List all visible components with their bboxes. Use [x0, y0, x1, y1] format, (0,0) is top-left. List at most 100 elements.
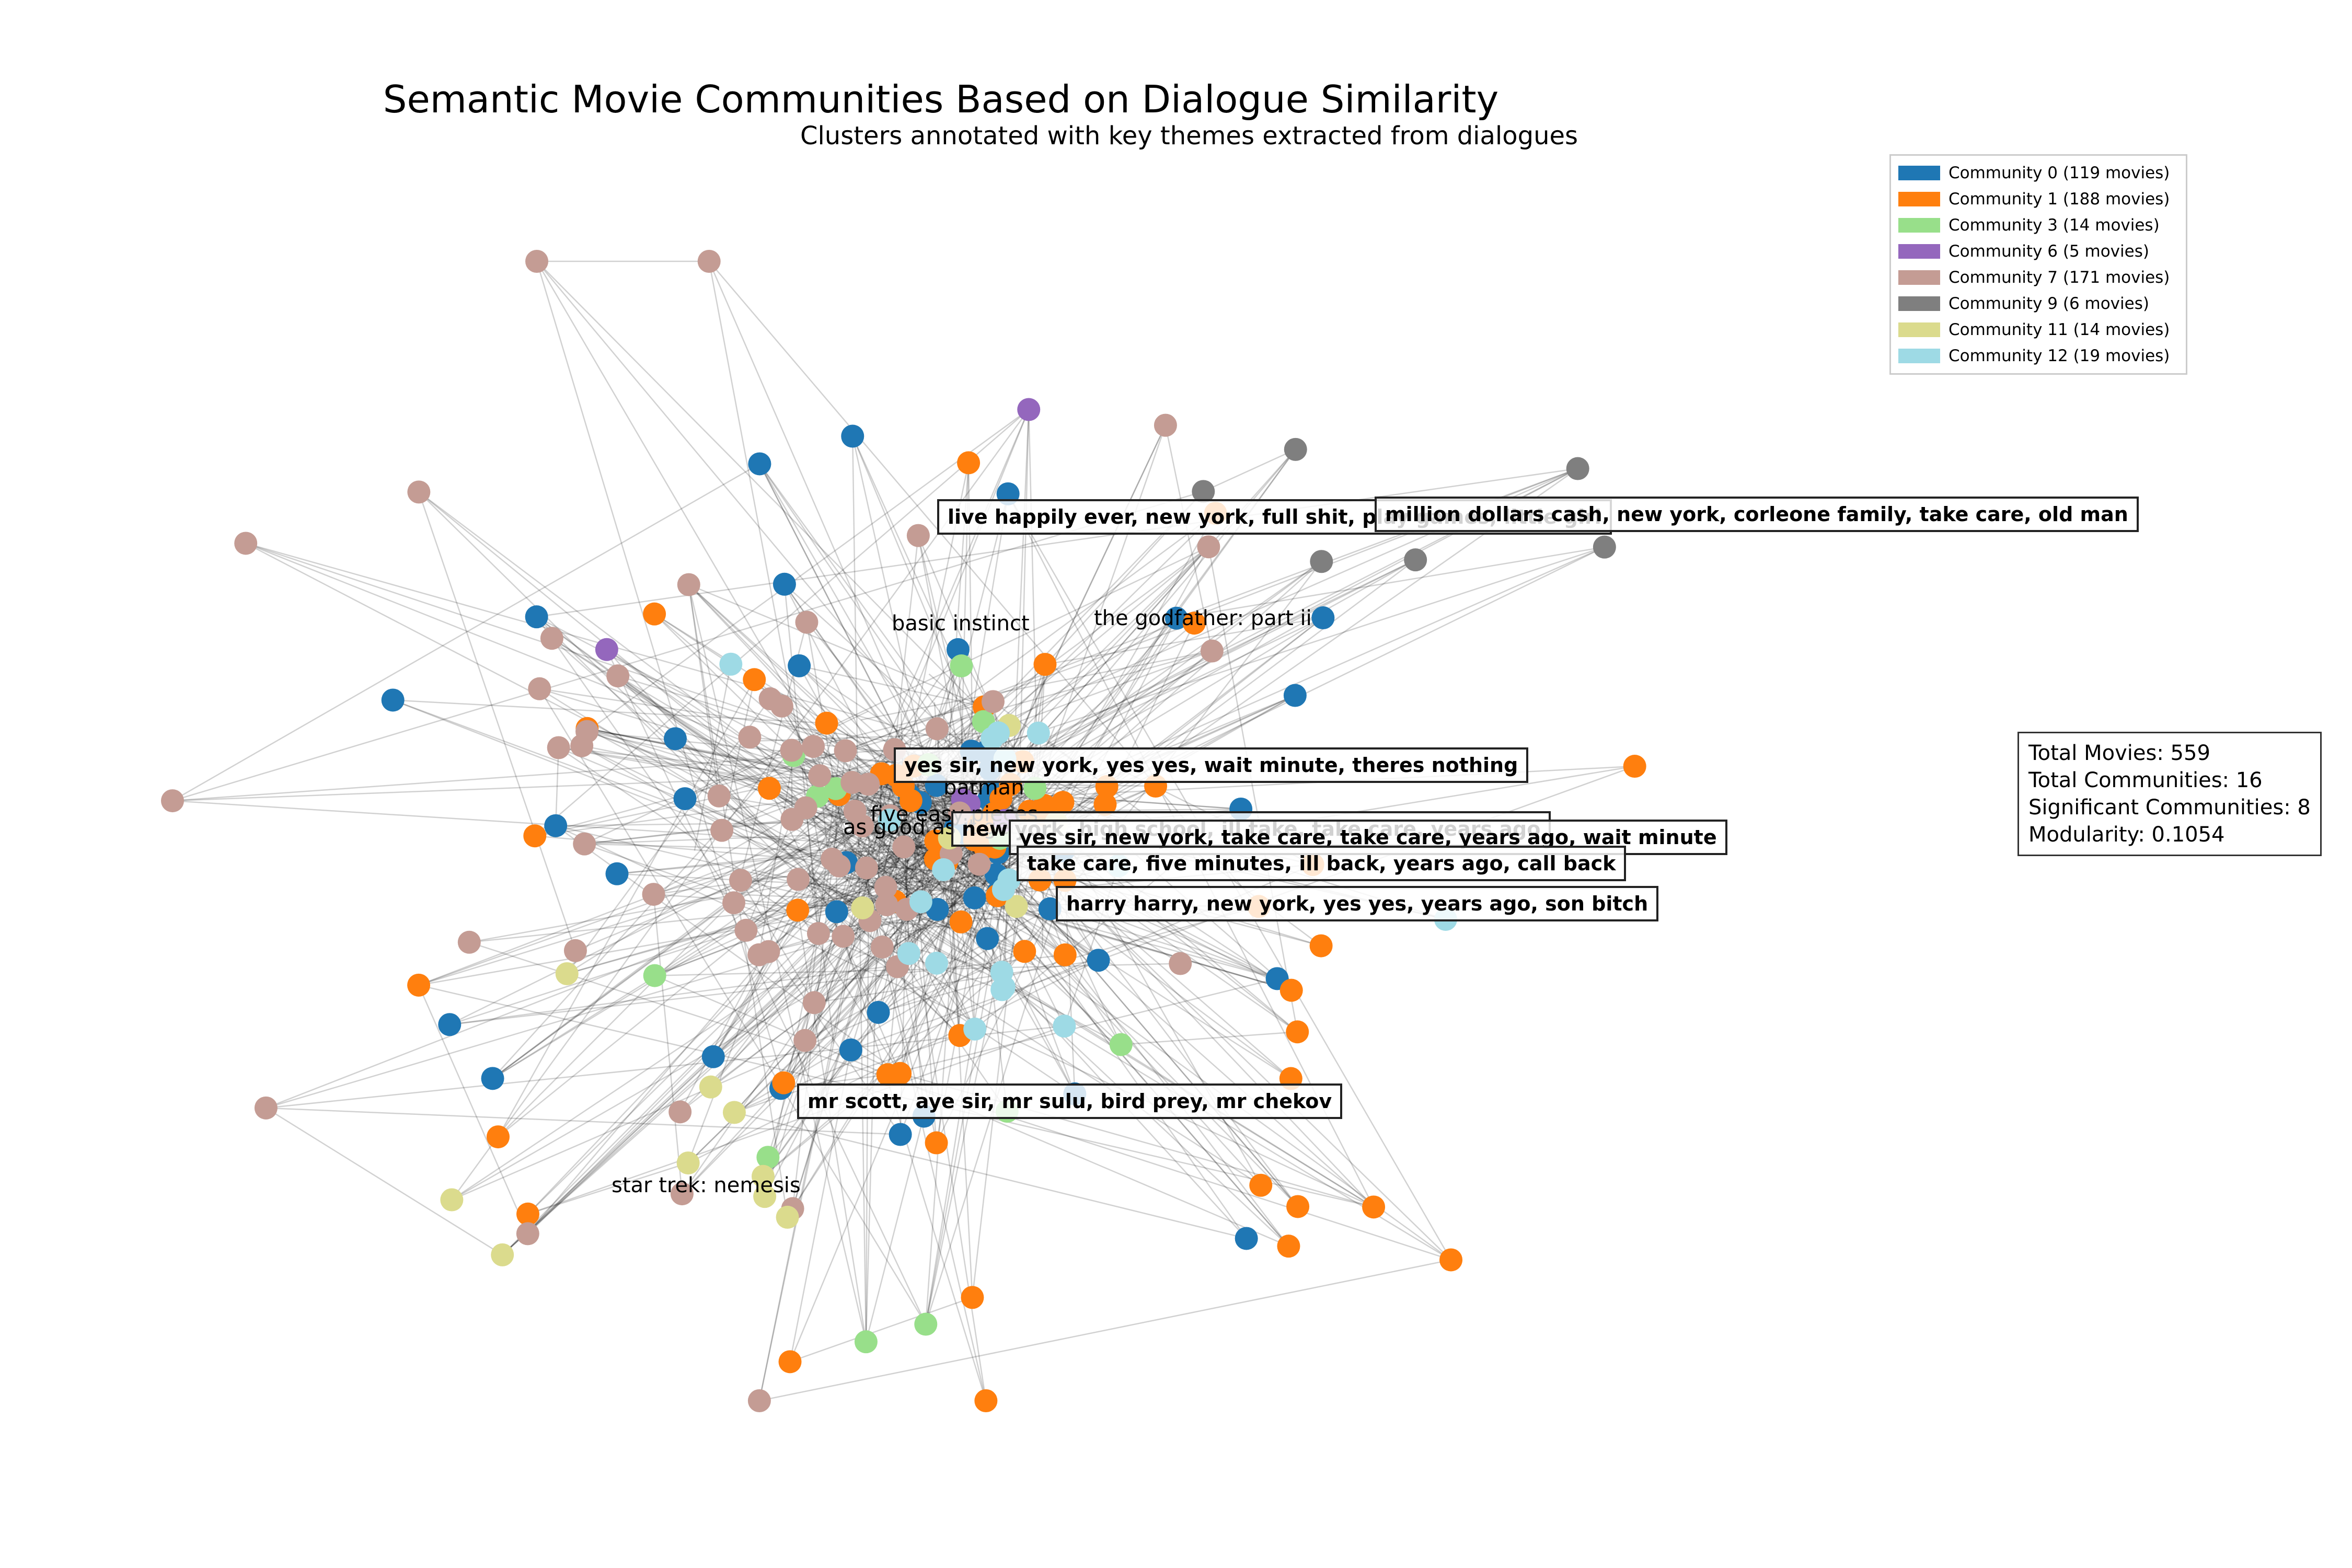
movie-node [875, 893, 898, 917]
movie-node [841, 424, 864, 448]
graph-edge [418, 491, 577, 951]
graph-edge [266, 1107, 503, 1255]
graph-edge [567, 783, 869, 975]
movie-node [892, 835, 916, 859]
movie-node [987, 721, 1010, 745]
movie-node [1165, 606, 1188, 630]
movie-node [990, 961, 1013, 984]
movie-node [1277, 1235, 1300, 1258]
graph-edge [653, 833, 860, 895]
theme-annotation: yes sir, new york, yes yes, wait minute,… [894, 747, 1529, 783]
movie-node [787, 868, 810, 891]
movie-node [528, 677, 551, 700]
movie-node [1623, 755, 1646, 778]
graph-edge [899, 936, 963, 1074]
movie-node [786, 898, 810, 922]
graph-edge [721, 679, 755, 831]
movie-node [772, 1071, 795, 1094]
movie-node [963, 886, 986, 909]
graph-edge [759, 463, 915, 767]
graph-edge [527, 1162, 689, 1215]
movie-node [925, 717, 949, 741]
graph-edge [870, 920, 958, 929]
movie-node [843, 800, 867, 823]
movie-node [523, 824, 547, 848]
graph-edge [586, 409, 1029, 732]
graph-edge [993, 425, 1167, 791]
graph-edge [787, 948, 954, 1218]
legend-swatch [1898, 349, 1940, 363]
graph-edge [878, 926, 1028, 1013]
movie-node [1027, 721, 1050, 745]
movie-node [806, 921, 830, 945]
movie-node [757, 777, 781, 800]
graph-edge [758, 935, 855, 1401]
movie-node [876, 1063, 900, 1087]
legend-entry: Community 11 (14 movies) [1898, 317, 2178, 343]
graph-edge [1176, 546, 1605, 619]
graph-edge [768, 895, 998, 952]
graph-edge [687, 951, 769, 1163]
graph-edge [418, 491, 921, 903]
graph-edge [681, 777, 973, 1194]
graph-edge [836, 861, 898, 913]
movie-node [381, 688, 405, 712]
movie-node [1093, 792, 1117, 816]
movie-node [832, 925, 855, 948]
graph-edge [854, 811, 1066, 955]
chart-title: Semantic Movie Communities Based on Dial… [383, 77, 1499, 121]
graph-edge [1176, 468, 1578, 619]
graph-edge [792, 818, 948, 863]
graph-edge [792, 733, 848, 1209]
graph-edge [767, 973, 917, 1158]
graph-edge [868, 783, 936, 860]
graph-edge [909, 493, 1009, 882]
movie-node [573, 832, 596, 856]
movie-node [491, 1243, 514, 1266]
movie-node [870, 935, 894, 959]
movie-node [1362, 1195, 1386, 1219]
graph-edge [536, 616, 919, 899]
legend-swatch [1898, 270, 1940, 285]
graph-edge [492, 811, 856, 1079]
movie-node [1051, 791, 1075, 814]
movie-node [664, 727, 687, 751]
graph-edge [539, 688, 927, 1325]
graph-edge [861, 650, 1213, 721]
stat-significant-communities: Significant Communities: 8 [2028, 795, 2311, 820]
graph-edge [172, 800, 998, 854]
graph-edge [172, 491, 1204, 802]
movie-node [802, 991, 826, 1014]
movie-node [950, 654, 973, 678]
movie-node [719, 652, 743, 676]
movie-node [1249, 1173, 1273, 1197]
movie-node [1404, 548, 1427, 572]
graph-edge [539, 688, 1374, 1208]
graph-edge [806, 622, 848, 858]
movie-node [925, 1131, 948, 1155]
graph-edge [1203, 448, 1296, 492]
movie-node [1284, 437, 1307, 461]
movie-node [1087, 949, 1110, 972]
graph-edge [718, 795, 871, 921]
stat-total-movies: Total Movies: 559 [2028, 741, 2210, 765]
movie-node [161, 789, 184, 813]
graph-edge [558, 747, 1076, 1094]
legend-entry: Community 1 (188 movies) [1898, 186, 2178, 212]
movie-node [697, 250, 721, 273]
movie-node [1038, 897, 1062, 920]
movie-node [1033, 653, 1057, 676]
movie-node [605, 862, 629, 885]
movie-node [909, 890, 932, 914]
graph-edge [1121, 1031, 1298, 1045]
graph-edge [868, 409, 1030, 785]
theme-annotation: harry harry, new york, yes yes, years ag… [1056, 886, 1659, 921]
movie-node [1005, 895, 1028, 918]
graph-edge [1045, 617, 1323, 665]
movie-node [668, 1100, 692, 1124]
graph-edge [418, 851, 851, 986]
movie-node [1192, 480, 1215, 503]
graph-edge [449, 962, 916, 1025]
movie-node [1566, 457, 1589, 480]
graph-edge [688, 584, 720, 797]
